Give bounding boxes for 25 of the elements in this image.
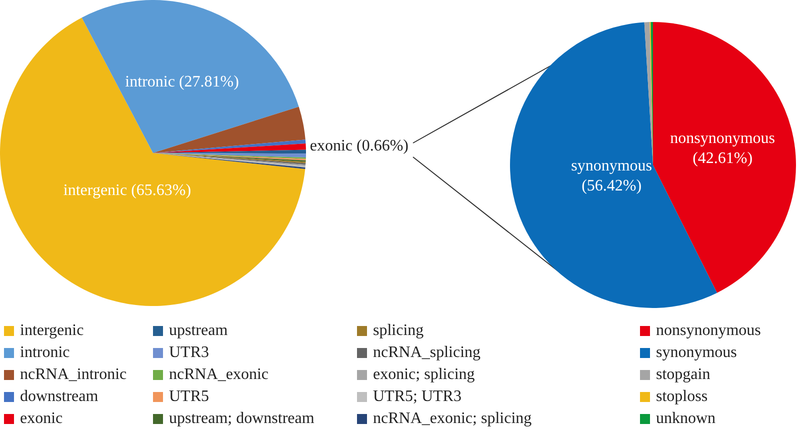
legend-label: stopgain <box>656 366 710 384</box>
data-label: intronic (27.81%) <box>125 73 239 90</box>
legend-label: UTR5; UTR3 <box>373 388 462 406</box>
legend-label: upstream <box>169 322 228 340</box>
legend-label: exonic <box>20 410 63 428</box>
legend-label: ncRNA_exonic; splicing <box>373 410 532 428</box>
legend-label: downstream <box>20 388 98 406</box>
data-label: synonymous (56.42%) <box>571 157 652 194</box>
legend-label: nonsynonymous <box>656 322 761 340</box>
legend-label: ncRNA_intronic <box>20 366 127 384</box>
legend-label: ncRNA_splicing <box>373 344 481 362</box>
legend-label: ncRNA_exonic <box>169 366 269 384</box>
legend-label: splicing <box>373 322 424 340</box>
legend-label: UTR5 <box>169 388 209 406</box>
data-label: exonic (0.66%) <box>310 138 409 155</box>
legend-label: unknown <box>656 410 716 428</box>
legend-label: UTR3 <box>169 344 209 362</box>
legend-label: stoploss <box>656 388 708 406</box>
data-label: intergenic (65.63%) <box>63 182 192 200</box>
legend-label: upstream; downstream <box>169 410 314 428</box>
legend-label: synonymous <box>656 344 737 362</box>
legend-label: exonic; splicing <box>373 366 475 384</box>
legend-label: intronic <box>20 344 70 362</box>
legend-label: intergenic <box>20 322 84 340</box>
data-label: nonsynonymous (42.61%) <box>670 130 776 167</box>
